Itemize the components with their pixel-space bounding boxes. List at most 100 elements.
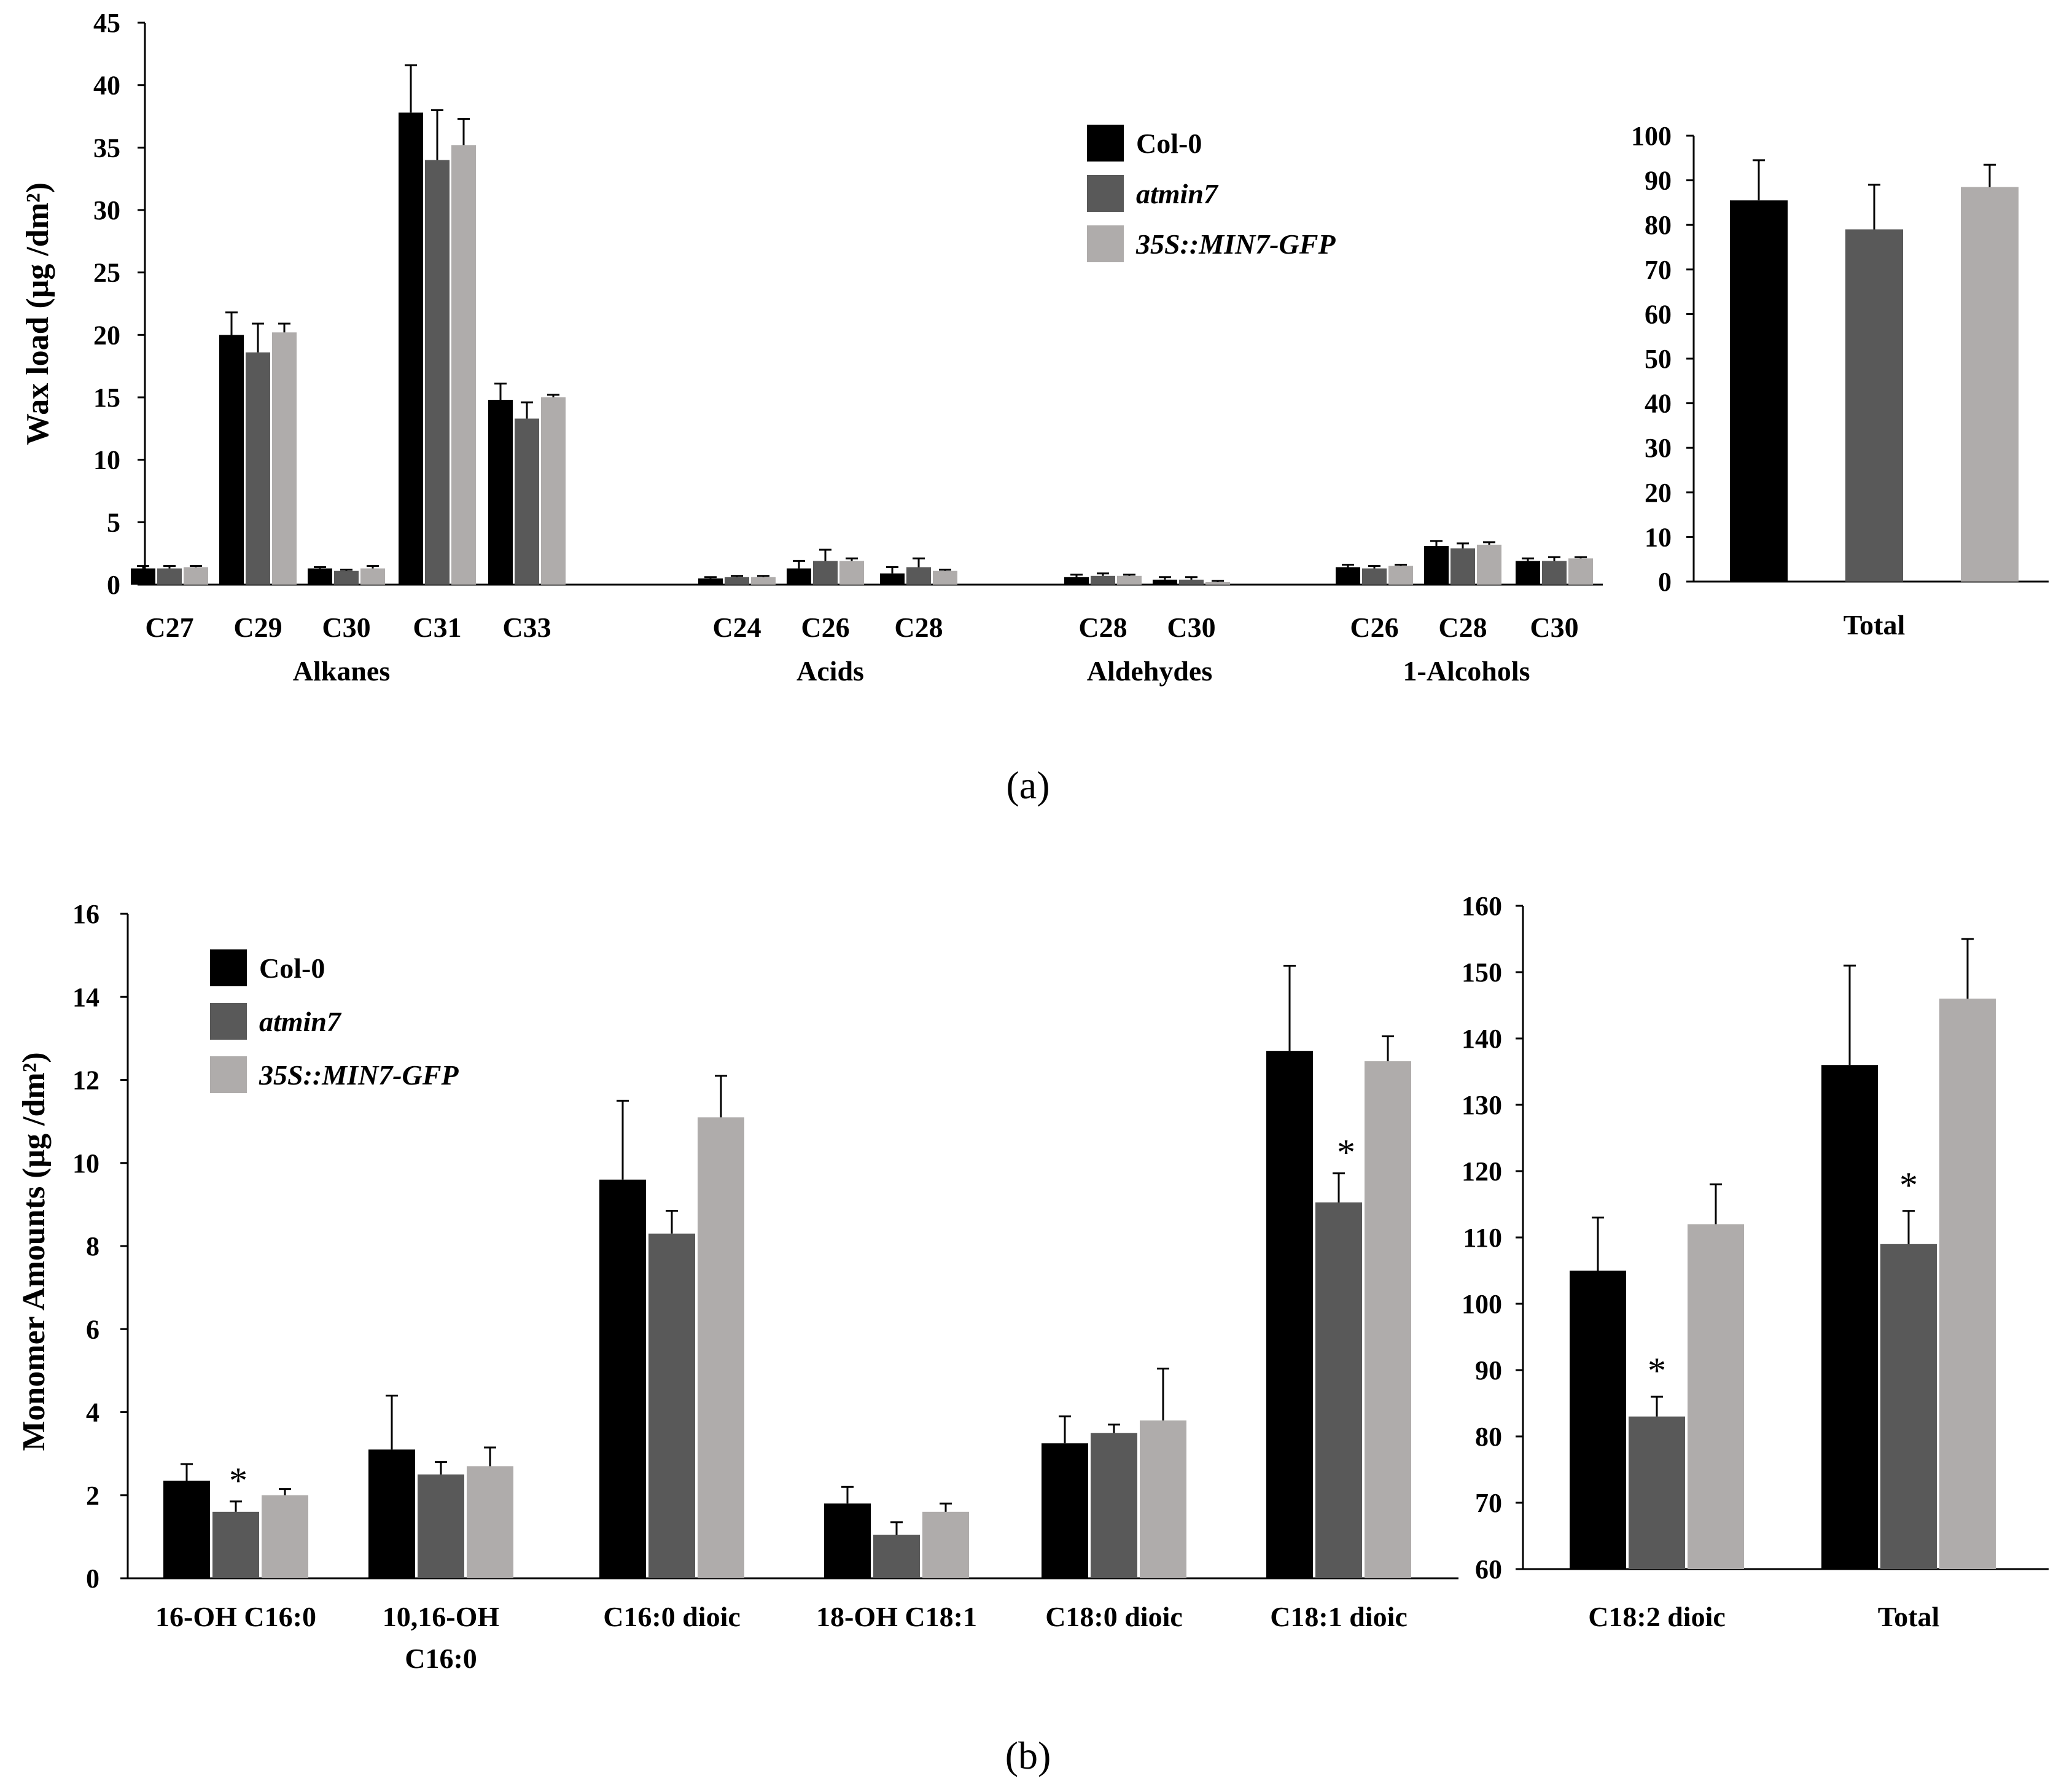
panel-b-letter: (b) <box>1005 1734 1051 1777</box>
bar <box>1516 561 1540 585</box>
y-tick-label: 70 <box>1475 1488 1502 1518</box>
y-tick-label: 6 <box>86 1314 99 1344</box>
chart-b-right: 60 70 80 90 100 110 120 130 140 150 160 * C18:2 dioi… <box>1462 891 2049 1632</box>
y-tick-label: 40 <box>1645 389 1672 419</box>
y-tick-label: 35 <box>93 133 120 163</box>
bar <box>1388 566 1413 585</box>
y-axis-title: Wax load (μg /dm²) <box>20 182 55 445</box>
bar <box>360 568 385 585</box>
y-tick-label: 100 <box>1462 1289 1502 1319</box>
y-tick-label: 8 <box>86 1231 99 1261</box>
y-tick-label: 130 <box>1462 1090 1502 1120</box>
bar <box>308 568 332 585</box>
bar <box>1845 229 1903 582</box>
x-tick-label: C18:2 dioic <box>1588 1601 1726 1632</box>
bar <box>839 561 864 585</box>
y-tick-label: 70 <box>1645 255 1672 285</box>
y-tick-label: 140 <box>1462 1024 1502 1054</box>
chart-a-total: 0 10 20 30 40 50 60 70 80 90 100 Total <box>1631 121 2049 641</box>
bar <box>824 1503 871 1578</box>
bar <box>1568 558 1593 585</box>
x-tick-label: C26 <box>1350 612 1398 643</box>
x-tick-label: C16:0 dioic <box>603 1601 741 1632</box>
bar <box>541 397 566 585</box>
y-tick-label: 30 <box>1645 433 1672 463</box>
y-tick-label: 150 <box>1462 957 1502 988</box>
x-tick-label: C24 <box>712 612 761 643</box>
bar <box>873 1534 920 1578</box>
bar <box>1064 577 1089 585</box>
bar <box>1570 1271 1626 1569</box>
x-tick-label: C30 <box>322 612 370 643</box>
y-tick-label: 10 <box>93 445 120 475</box>
x-tick-label: C30 <box>1167 612 1215 643</box>
chart-a-main: 0 5 10 15 20 25 30 35 40 45 Wax load (μg /dm²) C27 C… <box>20 8 1603 687</box>
bar <box>131 568 155 585</box>
bar <box>751 577 776 585</box>
legend-label: Col-0 <box>1136 128 1202 159</box>
bar <box>1961 187 2019 582</box>
y-tick-label: 60 <box>1645 299 1672 329</box>
bar <box>1477 544 1501 585</box>
bar <box>1362 568 1387 585</box>
x-tick-label-line2: C16:0 <box>405 1643 477 1674</box>
y-tick-label: 0 <box>1658 567 1672 597</box>
y-tick-label: 2 <box>86 1481 99 1511</box>
y-tick-label: 0 <box>107 570 120 600</box>
legend-label: atmin7 <box>1136 178 1219 209</box>
y-tick-label: 5 <box>107 507 120 537</box>
bar <box>418 1474 464 1578</box>
bar <box>1117 575 1142 585</box>
y-tick-label: 90 <box>1645 166 1672 196</box>
bar <box>1424 545 1449 585</box>
y-axis-title: Monomer Amounts (μg /dm²) <box>17 1052 52 1451</box>
y-tick-label: 0 <box>86 1564 99 1594</box>
x-tick-label: C18:0 dioic <box>1045 1601 1183 1632</box>
bar <box>1450 548 1475 585</box>
bar <box>184 567 208 585</box>
bar <box>246 352 270 585</box>
y-tick-label: 10 <box>72 1148 99 1178</box>
legend-swatch <box>210 1056 247 1093</box>
bar <box>1629 1416 1685 1569</box>
legend-swatch <box>1087 125 1124 162</box>
x-tick-label: Total <box>1844 609 1906 641</box>
bar <box>1336 567 1360 585</box>
bar <box>368 1449 415 1578</box>
x-tick-label: Total <box>1878 1601 1940 1632</box>
y-tick-label: 110 <box>1463 1223 1502 1253</box>
y-tick-label: 90 <box>1475 1355 1502 1385</box>
legend-swatch <box>210 949 247 986</box>
chart-b-main: 0 2 4 6 8 10 12 14 16 Monomer Amounts (μg /dm²) * 1… <box>17 899 1458 1674</box>
legend-label: atmin7 <box>259 1006 342 1037</box>
bar <box>906 567 931 585</box>
y-tick-label: 16 <box>72 899 99 929</box>
bar <box>1091 575 1115 585</box>
bar <box>334 571 359 585</box>
bar <box>1091 1433 1137 1578</box>
x-tick-label: C30 <box>1530 612 1578 643</box>
x-tick-label: C28 <box>1438 612 1487 643</box>
y-tick-label: 20 <box>93 320 120 350</box>
bar <box>1365 1061 1411 1578</box>
x-tick-label: C27 <box>145 612 193 643</box>
legend-label: 35S::MIN7-GFP <box>259 1059 459 1091</box>
y-tick-label: 10 <box>1645 522 1672 552</box>
bar <box>1205 582 1230 585</box>
bar <box>1153 579 1177 585</box>
y-tick-label: 100 <box>1631 121 1672 151</box>
bar <box>1179 579 1204 585</box>
bar <box>880 573 905 585</box>
legend-label: Col-0 <box>259 952 325 984</box>
bar <box>515 418 539 585</box>
bar <box>933 571 957 585</box>
y-tick-label: 80 <box>1475 1422 1502 1452</box>
bar <box>467 1466 513 1578</box>
x-tick-label: C28 <box>1078 612 1127 643</box>
y-tick-label: 30 <box>93 195 120 225</box>
bar <box>1821 1065 1878 1569</box>
bar <box>451 145 476 585</box>
panel-a-letter: (a) <box>1006 763 1049 807</box>
y-tick-label: 160 <box>1462 891 1502 921</box>
bar <box>599 1179 646 1578</box>
